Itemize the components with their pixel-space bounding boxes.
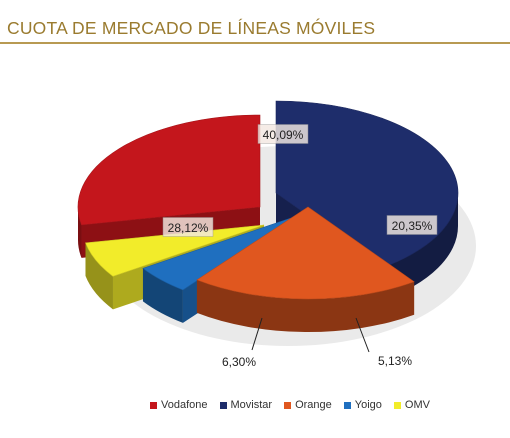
- pie-slice-omv-wall-0: [85, 242, 113, 310]
- data-label-yoigo: 5,13%: [378, 354, 412, 368]
- legend-item-movistar: Movistar: [219, 399, 273, 411]
- legend-swatch-omv: [393, 401, 401, 409]
- legend-swatch-yoigo: [343, 401, 351, 409]
- data-label-bg-movistar: [257, 124, 309, 144]
- title-divider: [0, 42, 510, 44]
- legend-label-orange: Orange: [295, 399, 332, 411]
- pie-slice-orange-top: [196, 206, 415, 300]
- data-label-bg-vodafone: [162, 217, 214, 237]
- legend-swatch-orange: [284, 401, 292, 409]
- legend-label-yoigo: Yoigo: [354, 399, 382, 411]
- data-label-bg-orange: [386, 215, 438, 235]
- pie-slice-orange: [196, 206, 415, 333]
- pie-slice-yoigo-top: [142, 216, 295, 291]
- data-label-movistar: 40,09%: [263, 128, 304, 142]
- pie-slice-orange-wall-0: [196, 279, 415, 333]
- legend-swatch-movistar: [219, 401, 227, 409]
- pie-slice-vodafone-wall-0: [78, 207, 82, 258]
- pie-slice-yoigo-wall-0: [142, 268, 183, 323]
- legend-label-omv: OMV: [404, 399, 430, 411]
- chart-legend: Vodafone Movistar Orange Yoigo OMV: [150, 397, 430, 413]
- pie-slice-omv-top: [85, 224, 265, 277]
- data-label-vodafone: 28,12%: [168, 221, 209, 235]
- legend-item-vodafone: Vodafone: [150, 399, 208, 411]
- legend-label-movistar: Movistar: [230, 399, 273, 411]
- data-label-orange: 20,35%: [392, 219, 433, 233]
- pie-slice-vodafone-top: [77, 114, 261, 226]
- legend-item-yoigo: Yoigo: [343, 399, 382, 411]
- legend-item-omv: OMV: [393, 399, 430, 411]
- legend-item-orange: Orange: [284, 399, 332, 411]
- legend-swatch-vodafone: [150, 401, 157, 409]
- data-label-omv: 6,30%: [222, 355, 256, 369]
- chart-title: CUOTA DE MERCADO DE LÍNEAS MÓVILES: [7, 18, 376, 38]
- leader-line-omv: [251, 317, 263, 351]
- legend-label-vodafone: Vodafone: [161, 399, 208, 411]
- leader-line-yoigo: [355, 317, 370, 353]
